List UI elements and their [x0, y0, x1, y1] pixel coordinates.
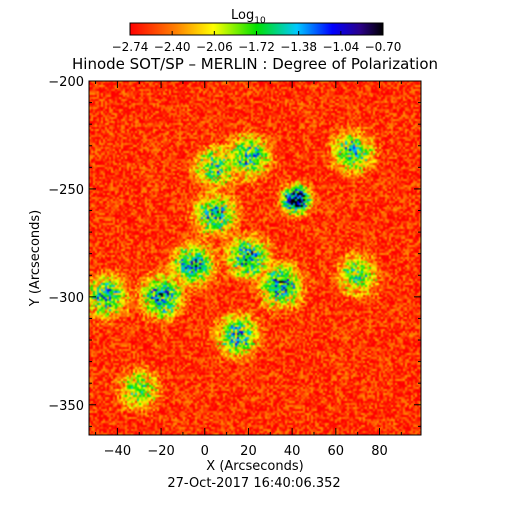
x-tick-label: 80: [371, 444, 388, 459]
chart-title: Hinode SOT/SP – MERLIN : Degree of Polar…: [72, 55, 438, 73]
x-tick-label: 40: [284, 444, 301, 459]
timestamp: 27-Oct-2017 16:40:06.352: [167, 476, 340, 491]
polarization-heatmap: [89, 81, 421, 435]
colorbar-tick-label: −0.70: [365, 40, 402, 54]
colorbar-ticks: −2.74 −2.40 −2.06 −1.72 −1.38 −1.04 −0.70: [112, 31, 402, 54]
x-axis-label: X (Arcseconds): [206, 459, 303, 474]
y-tick-label: −200: [48, 75, 84, 90]
axes: −40 −20 0 20 40 60 80−350−300−250−200: [48, 75, 421, 459]
y-tick-label: −250: [48, 183, 84, 198]
x-tick-label: 0: [201, 444, 209, 459]
colorbar-tick-label: −1.38: [280, 40, 317, 54]
plot-frame: [88, 80, 422, 436]
colorbar-label: Log10: [231, 8, 266, 26]
x-tick-label: 60: [328, 444, 345, 459]
colorbar-tick-label: −2.40: [154, 40, 191, 54]
x-tick-label: 20: [240, 444, 257, 459]
colorbar-tick-label: −2.06: [196, 40, 233, 54]
y-axis-label: Y (Arcseconds): [28, 210, 43, 307]
x-tick-label: −20: [147, 444, 174, 459]
y-tick-label: −350: [48, 399, 84, 414]
colorbar-tick-label: −2.74: [112, 40, 149, 54]
colorbar-tick-label: −1.72: [238, 40, 275, 54]
colorbar-tick-label: −1.04: [322, 40, 359, 54]
y-tick-label: −300: [48, 291, 84, 306]
x-tick-label: −40: [104, 444, 131, 459]
